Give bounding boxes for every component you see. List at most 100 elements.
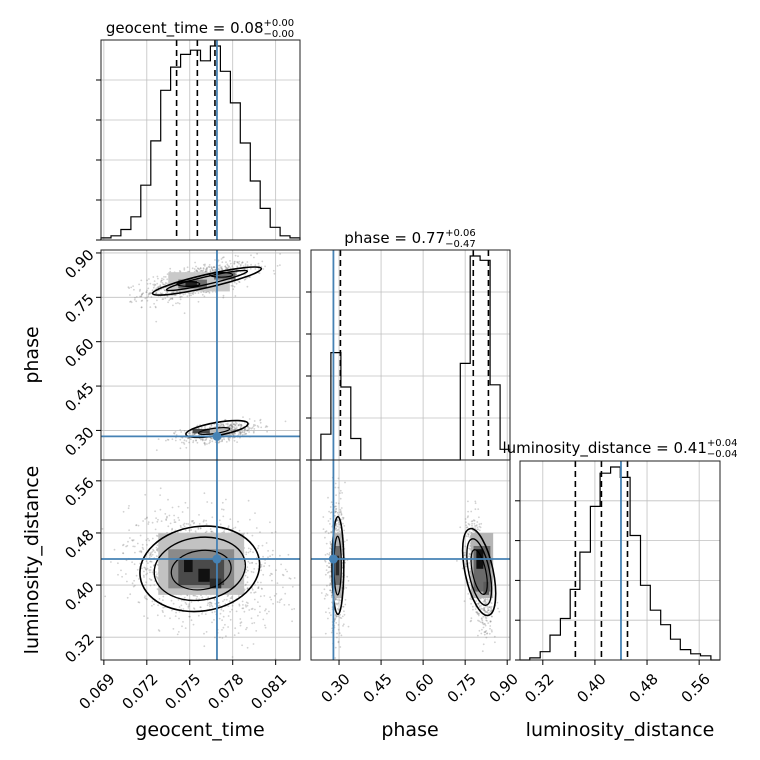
sample-point: [480, 618, 483, 620]
sample-point: [192, 623, 195, 626]
sample-point: [270, 572, 272, 575]
sample-point: [217, 602, 220, 604]
sample-point: [262, 618, 265, 621]
sample-point: [209, 269, 212, 271]
sample-point: [131, 561, 134, 564]
sample-point: [229, 424, 232, 426]
sample-point: [222, 515, 225, 518]
sample-point: [245, 551, 248, 554]
sample-point: [150, 561, 153, 563]
sample-point: [477, 508, 480, 510]
sample-point: [227, 267, 229, 270]
sample-point: [151, 521, 154, 524]
sample-point: [222, 615, 225, 618]
sample-point: [485, 636, 488, 639]
sample-point: [126, 544, 129, 547]
sample-point: [225, 598, 228, 601]
sample-point: [201, 270, 204, 273]
title-minus: −0.04: [707, 449, 738, 460]
sample-point: [246, 285, 249, 288]
sample-point: [205, 267, 208, 270]
sample-point: [487, 612, 490, 615]
sample-point: [141, 292, 144, 295]
sample-point: [483, 633, 486, 636]
sample-point: [175, 302, 177, 305]
sample-point: [340, 513, 343, 515]
sample-point: [235, 428, 238, 430]
sample-point: [282, 574, 285, 577]
sample-point: [256, 581, 259, 584]
sample-point: [201, 438, 204, 441]
sample-point: [117, 573, 119, 576]
x-tick-label: 0.48: [625, 670, 661, 706]
sample-point: [490, 609, 493, 611]
sample-point: [330, 531, 333, 533]
sample-point: [218, 617, 221, 620]
sample-point: [231, 433, 234, 435]
contour-line: [461, 527, 497, 617]
sample-point: [259, 531, 261, 533]
sample-point: [483, 622, 486, 625]
sample-point: [253, 423, 255, 426]
sample-point: [162, 611, 164, 613]
density-cell: [335, 555, 340, 576]
sample-point: [489, 620, 492, 623]
sample-point: [465, 521, 467, 524]
sample-point: [243, 588, 246, 591]
sample-point: [144, 568, 147, 570]
sample-point: [210, 437, 213, 439]
sample-point: [154, 305, 157, 308]
truth-layer: [101, 40, 622, 660]
sample-point: [467, 533, 470, 536]
x-tick-label: 0.56: [678, 670, 714, 706]
sample-point: [483, 609, 486, 612]
sample-point: [199, 527, 202, 530]
sample-point: [240, 423, 243, 426]
sample-point: [465, 526, 468, 529]
sample-point: [167, 525, 170, 528]
sample-point: [483, 609, 486, 612]
sample-point: [214, 636, 216, 639]
sample-point: [223, 425, 225, 427]
sample-point: [335, 494, 337, 497]
sample-point: [245, 433, 247, 435]
sample-point: [329, 582, 332, 585]
sample-point: [222, 600, 224, 603]
sample-point: [140, 295, 143, 297]
sample-point: [210, 267, 213, 270]
sample-point: [293, 577, 296, 579]
sample-point: [324, 531, 327, 533]
sample-point: [220, 266, 223, 268]
sample-point: [228, 600, 231, 603]
sample-point: [490, 620, 492, 623]
sample-point: [203, 492, 206, 495]
sample-point: [230, 597, 233, 600]
sample-point: [253, 622, 256, 624]
sample-point: [231, 428, 234, 431]
sample-point: [251, 426, 254, 429]
sample-point: [165, 519, 168, 521]
sample-point: [229, 436, 232, 439]
sample-point: [330, 591, 333, 594]
sample-point: [153, 603, 155, 606]
sample-point: [334, 614, 337, 616]
sample-point: [485, 630, 488, 632]
sample-point: [235, 282, 238, 285]
sample-point: [476, 521, 479, 523]
sample-point: [154, 510, 157, 513]
sample-point: [468, 530, 471, 533]
sample-point: [144, 297, 147, 300]
sample-point: [229, 260, 231, 262]
sample-point: [153, 284, 156, 287]
sample-point: [241, 431, 243, 434]
sample-point: [169, 617, 171, 620]
sample-point: [259, 595, 262, 598]
sample-point: [156, 275, 159, 278]
sample-point: [243, 429, 246, 431]
sample-point: [235, 422, 238, 425]
sample-point: [262, 555, 264, 558]
sample-point: [138, 550, 141, 553]
sample-point: [327, 607, 330, 610]
sample-point: [471, 520, 474, 522]
sample-point: [478, 606, 481, 608]
